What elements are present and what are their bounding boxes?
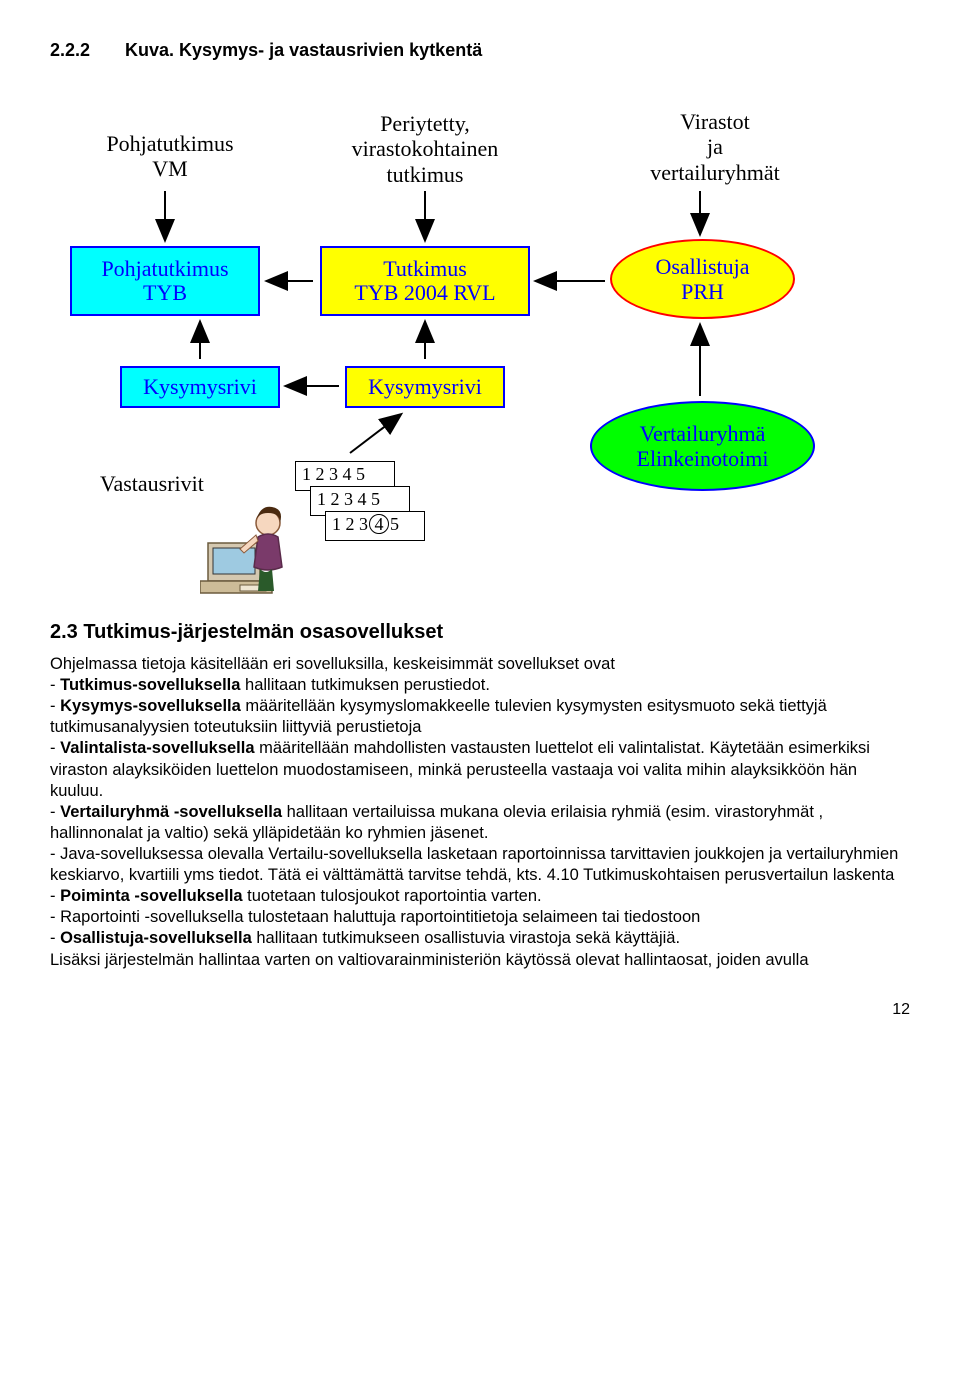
arrows-svg — [50, 91, 850, 601]
p-java: - Java-sovelluksessa olevalla Vertailu-s… — [50, 844, 910, 886]
subsection-heading: 2.3 Tutkimus-järjestelmän osasovellukset — [50, 621, 910, 644]
diagram: Pohjatutkimus VM Periytetty, virastokoht… — [50, 91, 850, 601]
p-osallistuja: - Osallistuja-sovelluksella hallitaan tu… — [50, 928, 910, 949]
sub-title: Tutkimus-järjestelmän osasovellukset — [83, 621, 443, 643]
p-poiminta: - Poiminta -sovelluksella tuotetaan tulo… — [50, 886, 910, 907]
page-number: 12 — [50, 1001, 910, 1019]
p-valintalista: - Valintalista-sovelluksella määritellää… — [50, 738, 910, 801]
heading-number: 2.2.2 — [50, 40, 120, 61]
sub-number: 2.3 — [50, 621, 78, 643]
heading-title: Kuva. Kysymys- ja vastausrivien kytkentä — [125, 40, 482, 60]
p-lisaksi: Lisäksi järjestelmän hallintaa varten on… — [50, 950, 910, 971]
p-kysymys: - Kysymys-sovelluksella määritellään kys… — [50, 696, 910, 738]
p-raportointi: - Raportointi -sovelluksella tulostetaan… — [50, 907, 910, 928]
p-tutkimus: - Tutkimus-sovelluksella hallitaan tutki… — [50, 675, 910, 696]
body-text: Ohjelmassa tietoja käsitellään eri sovel… — [50, 654, 910, 971]
p-vertailuryhma: - Vertailuryhmä -sovelluksella hallitaan… — [50, 802, 910, 844]
p-intro: Ohjelmassa tietoja käsitellään eri sovel… — [50, 654, 910, 675]
section-heading: 2.2.2 Kuva. Kysymys- ja vastausrivien ky… — [50, 40, 910, 61]
